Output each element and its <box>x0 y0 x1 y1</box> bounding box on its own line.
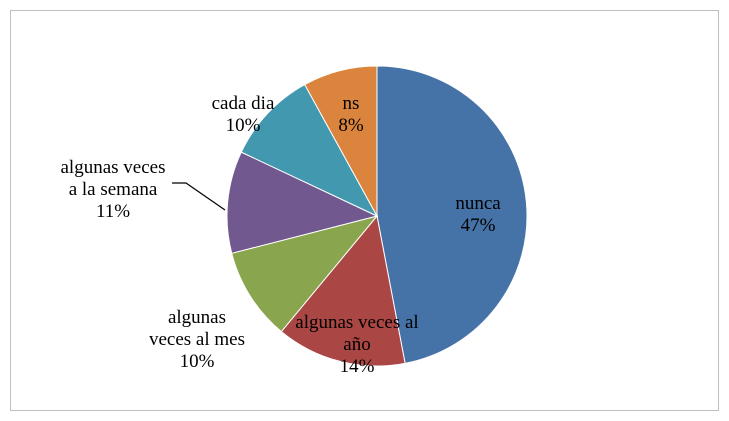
slice-name: algunas veces al año <box>295 312 419 355</box>
slice-value: 47% <box>460 215 496 236</box>
slice-value: 11% <box>95 201 131 222</box>
slice-name: algunas veces a la semana <box>60 157 166 200</box>
leader-line <box>172 182 226 211</box>
pie-slice <box>376 65 528 364</box>
slice-name: algunas veces al mes <box>148 307 245 350</box>
slice-name: ns <box>342 93 360 114</box>
slice-label: algunas veces a la semana 11% <box>58 157 168 223</box>
pie-slice <box>304 65 378 217</box>
slice-value: 8% <box>338 115 364 136</box>
slice-value: 10% <box>179 351 215 372</box>
slice-name: cada dia <box>211 93 275 114</box>
slice-name: nunca <box>455 193 501 214</box>
slice-value: 10% <box>225 115 261 136</box>
slice-label: nunca 47% <box>438 193 518 237</box>
pie-slice <box>231 215 379 333</box>
slice-label: algunas veces al año 14% <box>287 312 427 378</box>
slice-label: ns 8% <box>331 93 371 137</box>
pie-slice <box>240 83 379 218</box>
pie-slice <box>226 151 379 254</box>
pie-slice <box>280 214 406 367</box>
slice-label: algunas veces al mes 10% <box>147 307 247 373</box>
slice-value: 14% <box>339 356 375 377</box>
slice-label: cada dia 10% <box>198 93 288 137</box>
